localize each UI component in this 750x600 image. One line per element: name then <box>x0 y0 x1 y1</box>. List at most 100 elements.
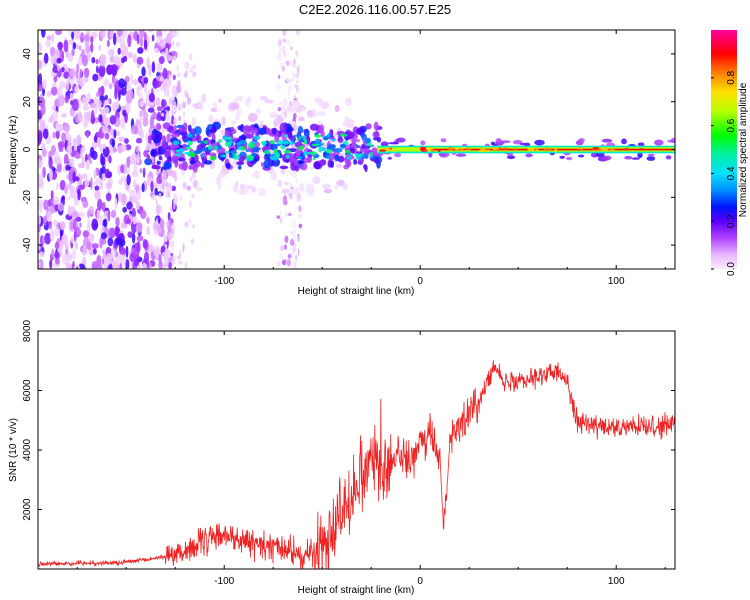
spectrogram-noise-cell <box>96 65 99 74</box>
spectrogram-noise-cell <box>158 260 163 269</box>
spectrogram-noise-cell <box>126 90 133 104</box>
spectrogram-noise-cell <box>297 248 300 257</box>
spectrogram-noise-cell <box>56 57 62 64</box>
spectrogram-noise-cell <box>156 62 163 73</box>
spectrogram-noise-cell <box>147 63 152 77</box>
spectrogram-noise-cell <box>107 209 111 222</box>
spectrogram-band-cell <box>194 149 202 155</box>
spectrogram-halo-cell <box>276 115 283 125</box>
spectrogram-noise-cell <box>113 261 118 268</box>
spectrogram-noise-cell <box>170 169 174 174</box>
spectrogram-band-cell <box>236 161 245 166</box>
spectrogram-noise-cell <box>41 30 46 38</box>
spectrogram-band-cell <box>272 127 277 135</box>
spectrogram-band-cell <box>157 132 163 141</box>
spectrogram-band-cell <box>365 123 372 130</box>
spectrogram-noise-cell <box>142 239 148 249</box>
spectrogram-noise-cell <box>82 54 88 67</box>
spectrogram-noise-cell <box>108 83 113 90</box>
spectrogram-band-cell <box>312 157 316 161</box>
spectrogram-band-cell <box>319 142 325 146</box>
spectrogram-noise-cell <box>89 158 93 165</box>
spectrogram-noise-cell <box>104 168 110 179</box>
spectrogram-band-cell <box>340 145 346 149</box>
spectrogram-noise-cell <box>177 80 181 86</box>
spectrogram-halo-cell <box>334 185 339 189</box>
spectrogram-noise-cell <box>190 238 195 245</box>
spectrogram-noise-cell <box>43 199 49 211</box>
spectrogram-noise-cell <box>61 112 67 118</box>
spectrogram-noise-cell <box>286 169 288 178</box>
spectrogram-noise-cell <box>277 261 280 267</box>
spectrogram-noise-cell <box>132 216 138 225</box>
spectrogram-band-cell <box>172 140 180 146</box>
spectrogram-noise-cell <box>278 38 282 48</box>
spectrogram-noise-cell <box>98 44 101 51</box>
spectrogram-noise-cell <box>293 228 296 235</box>
spectrogram-x-axis: -100 0 100 <box>76 30 666 287</box>
spectrogram-noise-cell <box>287 93 290 99</box>
spectrogram-band-cell <box>242 125 252 135</box>
spectrogram-noise-cell <box>118 88 121 101</box>
spectrogram-noise-cell <box>150 180 154 193</box>
spectrogram-noise-cell <box>83 173 88 180</box>
spectrogram-noise-cell <box>54 156 62 165</box>
spectrogram-noise-cell <box>38 158 43 169</box>
spectrogram-band-cell <box>290 141 293 146</box>
spectrogram-noise-cell <box>135 222 143 233</box>
spectrogram-noise-cell <box>139 92 143 100</box>
spectrogram-noise-cell <box>183 72 188 78</box>
spectrogram-noise-cell <box>53 219 58 226</box>
spectrogram-halo-cell <box>260 95 268 101</box>
spectrogram-band-cell <box>440 138 447 143</box>
spectrogram-noise-cell <box>107 237 114 247</box>
spectrogram-noise-cell <box>91 150 98 160</box>
spectrogram-tone-cell <box>458 147 465 150</box>
spectrogram-band-cell <box>218 139 223 143</box>
spectrogram-noise-cell <box>38 83 43 92</box>
spectrogram-noise-cell <box>276 215 281 219</box>
spectrogram-noise-cell <box>154 170 159 176</box>
spectrogram-noise-cell <box>91 218 99 231</box>
spectrogram-noise-cell <box>72 211 78 218</box>
spectrogram-noise-cell <box>108 155 112 164</box>
spectrogram-noise-cell <box>155 88 159 93</box>
spectrogram-noise-cell <box>287 253 292 259</box>
spectrogram-band-cell <box>356 127 363 135</box>
spectrogram-noise-cell <box>65 262 71 269</box>
spectrogram-band-cell <box>325 149 333 154</box>
spectrogram-noise-cell <box>176 84 182 94</box>
spectrogram-band-cell <box>350 147 356 154</box>
spectrogram-band-cell <box>387 156 392 160</box>
spectrogram-band-cell <box>297 125 304 134</box>
spectrogram-noise-cell <box>93 135 98 143</box>
spectrogram-noise-cell <box>68 30 72 37</box>
spectrogram-noise-cell <box>49 229 55 242</box>
spectrogram-noise-cell <box>141 262 147 269</box>
spectrogram-noise-cell <box>191 193 195 199</box>
spectrogram-noise-cell <box>79 32 85 43</box>
spectrogram-halo-cell <box>192 180 198 188</box>
spectrogram-noise-cell <box>84 41 90 48</box>
spectrogram-noise-cell <box>73 191 78 200</box>
spectrogram-noise-cell <box>115 255 122 265</box>
spectrogram-band-cell <box>525 153 533 158</box>
spectrogram-noise-cell <box>163 30 166 33</box>
spectrogram-noise-cell <box>143 82 148 94</box>
spectrogram-band-cell <box>174 153 182 157</box>
spectrogram-noise-cell <box>54 241 60 250</box>
spectrogram-noise-cell <box>92 73 99 82</box>
spectrogram-noise-cell <box>152 144 156 150</box>
spectrogram-band-cell <box>205 126 211 136</box>
spectrogram-noise-cell <box>146 216 150 224</box>
spectrogram-noise-cell <box>97 263 103 269</box>
spectrogram-halo-cell <box>342 183 349 191</box>
spectrogram-noise-cell <box>162 251 166 256</box>
spectrogram-noise-cell <box>55 182 59 191</box>
spectrogram-noise-cell <box>167 168 173 177</box>
spectrogram-noise-cell <box>191 170 196 181</box>
spectrogram-band-cell <box>183 138 189 142</box>
spectrogram-noise-cell <box>116 35 122 43</box>
spectrogram-noise-cell <box>120 255 127 266</box>
spectrogram-band-cell <box>294 159 299 167</box>
